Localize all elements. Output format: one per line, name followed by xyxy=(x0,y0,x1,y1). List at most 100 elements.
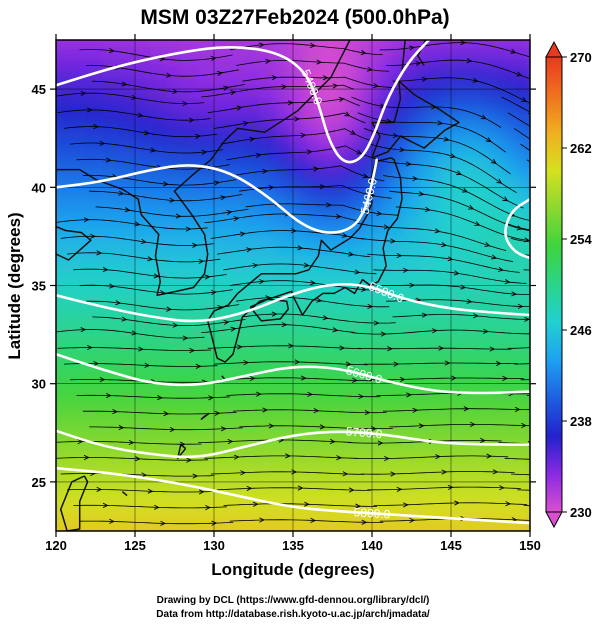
streamline xyxy=(210,471,365,475)
field-cell xyxy=(482,40,499,61)
streamline-arrow xyxy=(338,96,345,102)
field-cell xyxy=(56,412,73,434)
streamline-arrow xyxy=(486,453,493,459)
streamline-arrow xyxy=(496,178,503,184)
streamline-arrow xyxy=(454,500,460,506)
y-tick-label: 30 xyxy=(32,377,46,392)
streamline-arrow xyxy=(469,421,476,427)
streamline xyxy=(370,377,524,381)
field-cell xyxy=(56,510,57,531)
streamline-arrow xyxy=(153,273,160,279)
streamline-arrow xyxy=(195,363,202,369)
field-cell xyxy=(229,59,247,80)
field-cell xyxy=(324,393,341,414)
streamline xyxy=(376,159,524,209)
field-cell xyxy=(87,137,104,159)
field-cell xyxy=(87,157,104,178)
streamline-arrow xyxy=(189,347,196,354)
field-cell xyxy=(134,294,152,316)
streamline xyxy=(86,65,239,77)
field-cell xyxy=(245,334,262,355)
streamline xyxy=(367,486,521,491)
field-cell xyxy=(371,393,389,414)
streamline xyxy=(70,142,224,154)
field-cell xyxy=(497,118,515,139)
streamline xyxy=(76,394,231,399)
field-cell xyxy=(418,216,436,237)
field-cell xyxy=(292,314,310,336)
streamline-arrow xyxy=(121,316,128,322)
field-cell xyxy=(482,393,499,414)
field-cell xyxy=(56,412,57,434)
streamline-arrow xyxy=(369,192,376,198)
field-cell xyxy=(213,59,231,80)
field-cell xyxy=(71,235,89,257)
streamline-arrow xyxy=(271,75,278,81)
streamline xyxy=(242,76,396,88)
field-cell xyxy=(308,216,326,237)
field-cell xyxy=(403,451,420,473)
streamline-arrow xyxy=(233,216,240,222)
field-cell xyxy=(87,235,104,257)
field-cell xyxy=(308,157,326,178)
streamline-arrow xyxy=(182,100,189,107)
streamline xyxy=(95,206,249,217)
field-cell xyxy=(371,432,389,453)
streamline xyxy=(367,253,520,273)
field-cell xyxy=(56,40,57,41)
streamline-arrow xyxy=(489,346,496,352)
streamline-arrow xyxy=(304,501,310,507)
field-cell xyxy=(355,432,373,453)
streamline xyxy=(232,409,387,414)
field-cell xyxy=(245,432,262,453)
streamline xyxy=(379,42,530,58)
field-cell xyxy=(229,196,247,218)
field-cell xyxy=(292,510,310,531)
field-cell xyxy=(418,353,436,375)
field-cell xyxy=(118,491,136,512)
streamline-arrow xyxy=(309,280,316,286)
field-cell xyxy=(71,137,89,159)
streamline xyxy=(504,457,530,460)
streamline xyxy=(229,280,383,291)
streamline-arrow xyxy=(118,424,125,431)
streamline-arrow xyxy=(332,327,339,333)
streamline xyxy=(351,96,502,129)
field-cell xyxy=(181,353,199,375)
coastline xyxy=(401,40,406,72)
field-cell xyxy=(355,314,373,336)
field-cell xyxy=(229,353,247,375)
field-cell xyxy=(150,216,168,237)
field-cell xyxy=(450,118,468,139)
field-cell xyxy=(213,412,231,434)
field-cell xyxy=(513,314,530,336)
field-cell xyxy=(102,451,120,473)
field-cell xyxy=(339,294,357,316)
streamline-arrow xyxy=(534,127,539,131)
field-cell xyxy=(56,451,57,473)
streamline-arrow xyxy=(134,221,141,227)
streamline xyxy=(386,59,530,80)
streamline xyxy=(217,487,371,491)
field-cell xyxy=(260,98,278,120)
field-cell xyxy=(276,353,294,375)
streamline xyxy=(501,332,530,335)
streamline-arrow xyxy=(534,228,539,232)
field-cell xyxy=(529,137,530,159)
field-cell xyxy=(482,451,499,473)
streamline-arrow xyxy=(364,409,371,416)
field-cell xyxy=(466,353,484,375)
field-cell xyxy=(134,255,152,277)
field-cell xyxy=(466,137,484,159)
field-cell xyxy=(482,137,499,159)
field-cell xyxy=(166,334,183,355)
field-cell xyxy=(229,157,247,178)
contour-line xyxy=(56,158,378,234)
streamline-arrow xyxy=(406,392,412,398)
field-cell xyxy=(245,118,262,139)
field-cell xyxy=(529,255,530,277)
field-cell xyxy=(118,40,136,61)
streamline-arrow xyxy=(80,90,87,96)
streamline xyxy=(357,347,512,350)
field-cell xyxy=(450,59,468,80)
